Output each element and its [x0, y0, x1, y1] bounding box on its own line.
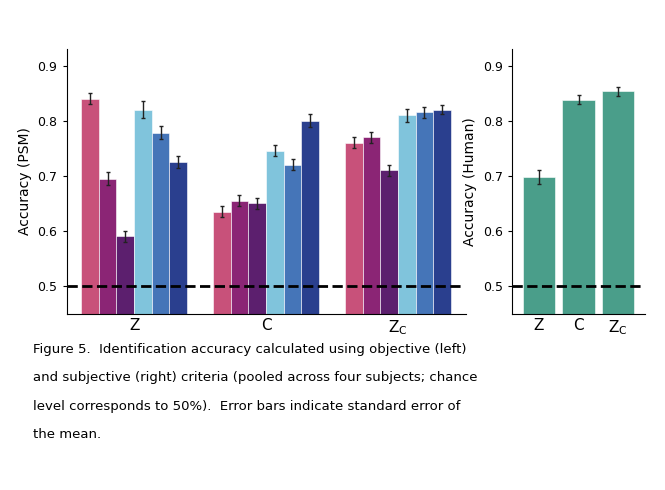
Bar — [284, 165, 301, 490]
Bar — [380, 171, 398, 490]
Text: Figure 5.  Identification accuracy calculated using objective (left): Figure 5. Identification accuracy calcul… — [33, 343, 467, 356]
Bar — [563, 100, 595, 490]
Bar — [248, 203, 266, 490]
Text: level corresponds to 50%).  Error bars indicate standard error of: level corresponds to 50%). Error bars in… — [33, 400, 461, 413]
Y-axis label: Accuracy (PSM): Accuracy (PSM) — [18, 127, 32, 235]
Bar — [416, 112, 434, 490]
Bar — [266, 151, 284, 490]
Bar — [231, 200, 248, 490]
Bar — [301, 121, 319, 490]
Bar — [434, 110, 451, 490]
Bar — [134, 110, 152, 490]
Bar — [116, 237, 134, 490]
Bar — [98, 178, 116, 490]
Bar — [152, 133, 170, 490]
Y-axis label: Accuracy (Human): Accuracy (Human) — [464, 117, 477, 245]
Bar — [523, 177, 555, 490]
Bar — [602, 92, 634, 490]
Bar — [170, 162, 187, 490]
Bar — [81, 98, 98, 490]
Text: the mean.: the mean. — [33, 428, 101, 441]
Bar — [345, 143, 362, 490]
Bar — [213, 212, 231, 490]
Bar — [362, 137, 380, 490]
Bar — [398, 115, 416, 490]
Text: and subjective (right) criteria (pooled across four subjects; chance: and subjective (right) criteria (pooled … — [33, 371, 477, 385]
